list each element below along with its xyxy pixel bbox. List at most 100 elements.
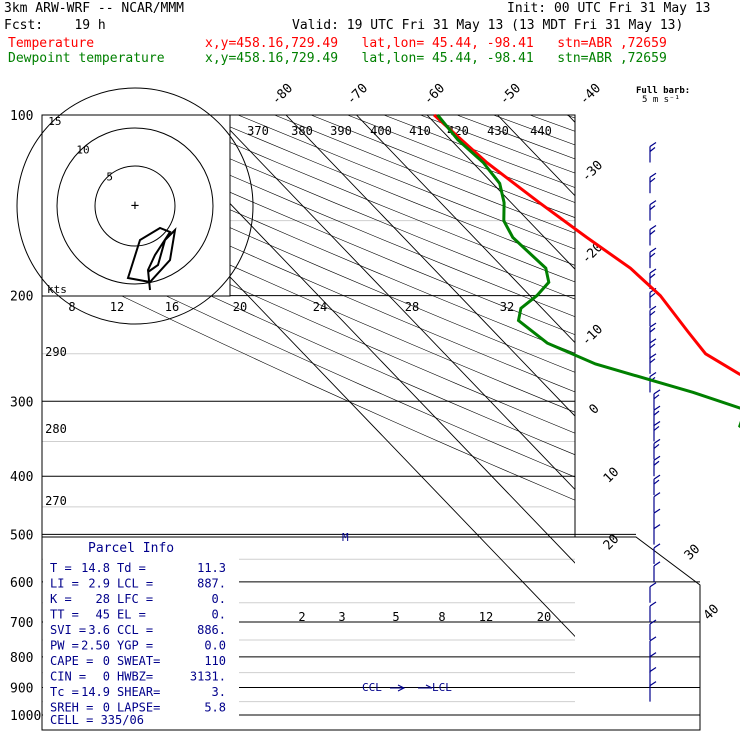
hodograph-ring-label: 5 [106, 170, 113, 183]
barb-legend-unit: 5 m s⁻¹ [642, 95, 680, 105]
wind-barb-flag [649, 247, 657, 253]
isotherm-line [709, 115, 740, 715]
mixing-label-28: 28 [405, 300, 419, 314]
pressure-label-400: 400 [10, 470, 33, 485]
parcel-field-label: LI = [50, 577, 79, 591]
el-marker: M [342, 531, 349, 544]
wind-barb-flag [649, 273, 656, 279]
temp-axis-label-0: 0 [586, 401, 602, 417]
hodograph-trace [126, 226, 177, 291]
parcel-field-label: SREH = [50, 701, 93, 715]
parcel-field-value: 3.6 [88, 623, 110, 637]
lower-mixing-label: 20 [537, 610, 551, 624]
dry-adiabat [310, 115, 575, 218]
parcel-field-label: SHEAR= [117, 685, 160, 699]
theta-label-440: 440 [530, 124, 552, 138]
pressure-label-900: 900 [10, 682, 33, 697]
temp-axis-label-30: 30 [682, 542, 704, 564]
lower-mixing-label: 8 [438, 610, 445, 624]
dry-adiabat [274, 115, 575, 234]
wind-barb-flag [653, 425, 660, 431]
theta-label-left: 290 [45, 345, 67, 359]
wind-barb-flag [649, 305, 657, 311]
parcel-info-panel [43, 538, 239, 728]
wind-barb-flag [649, 667, 657, 673]
wind-barb-flag [649, 292, 656, 298]
parcel-field-label: SVI = [50, 623, 86, 637]
wind-barb-flag [649, 172, 657, 178]
wind-barb-flag [649, 353, 657, 359]
parcel-field-label: YGP = [117, 639, 153, 653]
isotherm-line [356, 115, 575, 344]
dry-adiabat [420, 115, 575, 174]
wind-barb-flag [649, 582, 657, 588]
pressure-label-200: 200 [10, 290, 33, 305]
hodograph-center: + [131, 198, 139, 214]
parcel-field-value: 3. [212, 685, 226, 699]
lower-mixing-label: 3 [338, 610, 345, 624]
wind-barb-flag [653, 455, 661, 461]
hodograph-ring [16, 87, 254, 325]
wind-barb-flag [653, 508, 661, 514]
dry-adiabat [383, 115, 575, 188]
wind-barb-flag [649, 177, 656, 183]
wind-barb-flag [649, 343, 656, 349]
lcl-marker: LCL [432, 681, 452, 694]
lower-mixing-label: 2 [298, 610, 305, 624]
theta-label-left: 270 [45, 494, 67, 508]
parcel-field-label: T = [50, 561, 72, 575]
parcel-field-value: 0 [103, 701, 110, 715]
temp-axis-label--10: -10 [579, 322, 606, 349]
wind-barb-flag [649, 652, 657, 658]
ccl-marker: CCL [362, 681, 382, 694]
hodograph-box [41, 114, 231, 297]
wind-barb-flag [653, 474, 661, 480]
temp-axis-label-40: 40 [701, 602, 723, 624]
lower-mixing-label: 5 [392, 610, 399, 624]
temp-axis-label--30: -30 [579, 158, 606, 185]
parcel-field-label: CCL = [117, 623, 153, 637]
temp-axis-label--70: -70 [344, 81, 371, 108]
temp-axis-label--40: -40 [577, 81, 604, 108]
parcel-field-value: 886. [197, 623, 226, 637]
hodograph-kts-label: kts [47, 283, 67, 296]
parcel-field-label: LFC = [117, 592, 153, 606]
dry-adiabat [42, 197, 575, 434]
theta-label-400: 400 [370, 124, 392, 138]
pressure-label-1000: 1000 [10, 709, 41, 724]
pressure-label-600: 600 [10, 576, 33, 591]
model-title: 3km ARW-WRF -- NCAR/MMM [4, 1, 185, 16]
pressure-label-500: 500 [10, 528, 33, 543]
wind-barb-flag [653, 543, 661, 549]
dry-adiabat [42, 160, 575, 393]
hodograph-ring [94, 165, 176, 247]
wind-barb-flag [653, 492, 661, 498]
parcel-field-label: HWBZ= [117, 670, 153, 684]
wind-barb-flag [649, 252, 656, 258]
wind-barb-flag [649, 358, 656, 364]
parcel-field-value: 14.9 [81, 685, 110, 699]
temperature-legend: Temperature [8, 36, 95, 51]
wind-barb-flag [649, 142, 657, 148]
forecast-hour: Fcst: 19 h [4, 18, 106, 33]
wind-barb-flag [653, 389, 661, 395]
lower-plot-frame [41, 536, 701, 731]
dry-adiabat [42, 256, 575, 501]
isotherm-line [215, 115, 575, 491]
mixing-label-8: 8 [68, 300, 75, 314]
temp-axis-label--60: -60 [421, 81, 448, 108]
temp-axis-label--20: -20 [579, 240, 606, 267]
wind-barb-flag [653, 438, 661, 444]
isotherm-line [285, 115, 575, 417]
temp-axis-label-20: 20 [601, 532, 623, 554]
parcel-field-value: 2.9 [88, 577, 110, 591]
mixing-label-16: 16 [165, 300, 179, 314]
parcel-field-value: 887. [197, 577, 226, 591]
pressure-label-300: 300 [10, 395, 33, 410]
temperature-trace [433, 113, 740, 376]
parcel-cell: CELL = 335/06 [50, 713, 144, 727]
parcel-field-value: 14.8 [81, 561, 110, 575]
parcel-field-value: 5.8 [204, 701, 226, 715]
theta-label-390: 390 [330, 124, 352, 138]
parcel-field-label: PW = [50, 639, 79, 653]
